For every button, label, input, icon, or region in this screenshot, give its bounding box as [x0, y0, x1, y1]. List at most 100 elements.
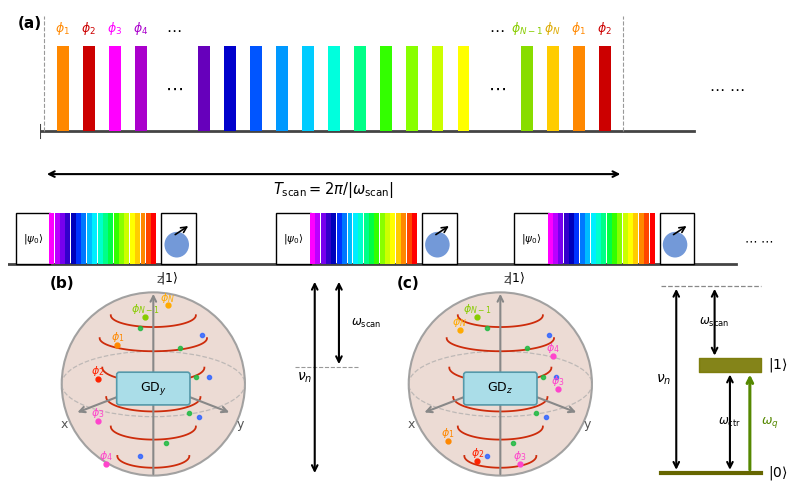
Bar: [348, 213, 353, 264]
Bar: [364, 213, 369, 264]
Bar: [406, 46, 417, 131]
Text: $\phi_{N-1}$: $\phi_{N-1}$: [463, 302, 492, 316]
Text: $\phi_4$: $\phi_4$: [99, 449, 113, 463]
Bar: [342, 213, 347, 264]
Text: $|0\rangle$: $|0\rangle$: [768, 464, 788, 482]
Bar: [401, 213, 406, 264]
Text: $\phi_{N-1}$: $\phi_{N-1}$: [511, 19, 543, 37]
Bar: [140, 213, 145, 264]
Text: $|1\rangle$: $|1\rangle$: [507, 270, 525, 286]
Bar: [407, 213, 412, 264]
Bar: [130, 213, 135, 264]
Text: $\phi_4$: $\phi_4$: [546, 341, 559, 355]
Bar: [82, 46, 94, 131]
FancyBboxPatch shape: [464, 372, 537, 405]
Bar: [374, 213, 379, 264]
Text: $\omega_{\rm scan}$: $\omega_{\rm scan}$: [351, 317, 381, 330]
Text: $T_{\rm scan}=2\pi/|\omega_{\rm scan}|$: $T_{\rm scan}=2\pi/|\omega_{\rm scan}|$: [274, 180, 394, 200]
Bar: [65, 213, 70, 264]
Text: $\phi_3$: $\phi_3$: [91, 407, 104, 420]
Bar: [458, 46, 470, 131]
Bar: [87, 213, 92, 264]
Text: x: x: [61, 418, 69, 431]
Bar: [119, 213, 124, 264]
Text: $\phi_1$: $\phi_1$: [571, 19, 586, 37]
Bar: [198, 46, 210, 131]
Bar: [601, 213, 606, 264]
Text: $\phi_2$: $\phi_2$: [470, 446, 484, 460]
Bar: [302, 46, 314, 131]
Text: y: y: [237, 418, 245, 431]
Text: $\phi_3$: $\phi_3$: [513, 449, 527, 463]
Bar: [650, 213, 654, 264]
Bar: [337, 213, 341, 264]
Text: $\phi_3$: $\phi_3$: [551, 374, 565, 388]
Bar: [639, 213, 644, 264]
Text: $\omega_{\rm scan}$: $\omega_{\rm scan}$: [700, 316, 730, 329]
Bar: [391, 213, 395, 264]
Text: y: y: [584, 418, 592, 431]
Bar: [103, 213, 108, 264]
Text: $\nu_n$: $\nu_n$: [656, 372, 671, 387]
Text: x: x: [408, 418, 416, 431]
Bar: [320, 213, 326, 264]
Ellipse shape: [663, 232, 688, 258]
Bar: [328, 46, 340, 131]
Bar: [114, 213, 119, 264]
Bar: [124, 213, 129, 264]
Text: $|1\rangle$: $|1\rangle$: [160, 270, 178, 286]
Bar: [56, 46, 69, 131]
Bar: [412, 213, 417, 264]
Bar: [76, 213, 81, 264]
Text: $\phi_2$: $\phi_2$: [597, 19, 612, 37]
Bar: [385, 213, 390, 264]
Bar: [276, 46, 287, 131]
Text: $\phi_1$: $\phi_1$: [111, 330, 124, 344]
Bar: [92, 213, 97, 264]
Bar: [316, 213, 320, 264]
Bar: [617, 213, 622, 264]
Bar: [564, 213, 569, 264]
Bar: [224, 46, 236, 131]
Text: $\cdots$: $\cdots$: [488, 80, 506, 98]
Text: $\phi_4$: $\phi_4$: [133, 19, 148, 37]
Text: $\cdots$: $\cdots$: [166, 21, 182, 37]
Text: $\phi_N$: $\phi_N$: [545, 19, 561, 37]
Text: $\cdots\ \cdots$: $\cdots\ \cdots$: [709, 81, 744, 96]
Ellipse shape: [408, 292, 592, 476]
FancyBboxPatch shape: [117, 372, 190, 405]
Bar: [82, 213, 86, 264]
Bar: [558, 213, 563, 264]
Bar: [49, 213, 54, 264]
Bar: [353, 213, 358, 264]
Bar: [591, 213, 596, 264]
Bar: [596, 213, 601, 264]
Bar: [548, 213, 553, 264]
Bar: [358, 213, 363, 264]
Bar: [514, 213, 549, 264]
Text: z: z: [504, 273, 510, 286]
Bar: [579, 213, 585, 264]
Text: $|\psi_0\rangle$: $|\psi_0\rangle$: [23, 232, 44, 245]
Ellipse shape: [61, 292, 245, 476]
Text: $|1\rangle$: $|1\rangle$: [768, 356, 788, 374]
Text: $\phi_2$: $\phi_2$: [82, 19, 96, 37]
Bar: [379, 46, 391, 131]
Bar: [108, 213, 113, 264]
Text: (b): (b): [50, 276, 74, 291]
Bar: [599, 46, 611, 131]
Bar: [395, 213, 401, 264]
Bar: [573, 46, 584, 131]
Ellipse shape: [165, 232, 189, 258]
Bar: [623, 213, 628, 264]
Bar: [422, 213, 457, 264]
Text: $\phi_1$: $\phi_1$: [441, 426, 455, 440]
Bar: [585, 213, 590, 264]
Text: $\nu_n$: $\nu_n$: [298, 370, 312, 385]
Bar: [55, 213, 60, 264]
Text: $\phi_3$: $\phi_3$: [107, 19, 122, 37]
Bar: [569, 213, 574, 264]
Text: (c): (c): [397, 276, 420, 291]
Text: $|\psi_0\rangle$: $|\psi_0\rangle$: [283, 232, 304, 245]
Text: $\phi_1$: $\phi_1$: [55, 19, 70, 37]
